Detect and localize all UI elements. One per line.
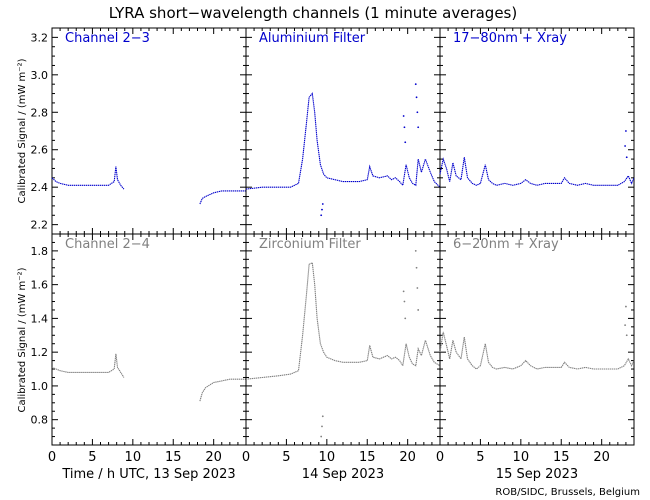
data-point bbox=[624, 324, 627, 327]
credit-text: ROB/SIDC, Brussels, Belgium bbox=[495, 487, 640, 498]
data-point bbox=[320, 435, 323, 438]
y-tick-label: 2.4 bbox=[31, 181, 49, 194]
panel-title: Channel 2−3 bbox=[65, 31, 150, 46]
panel-layer: Channel 2−3 2.2 2.4 2.6 2.8 3.0 3.2 Aluminium F… bbox=[31, 27, 635, 465]
x-tick-label: 5 bbox=[282, 450, 290, 465]
x-tick-label: 0 bbox=[48, 450, 56, 465]
x-tick-label: 20 bbox=[593, 450, 610, 465]
panel-title: 6−20nm + Xray bbox=[453, 237, 559, 252]
panel-frame bbox=[51, 27, 247, 235]
panel-title: 17−80nm + Xray bbox=[453, 31, 567, 46]
data-point bbox=[624, 145, 627, 147]
data-point bbox=[403, 126, 406, 129]
data-point bbox=[417, 126, 420, 129]
data-point bbox=[417, 309, 420, 311]
data-point bbox=[321, 203, 324, 205]
series-line bbox=[245, 92, 441, 190]
data-point bbox=[321, 415, 324, 418]
x-tick-label: 15 bbox=[553, 450, 570, 465]
x-tick-label: 0 bbox=[242, 450, 250, 465]
y-tick-label: 2.2 bbox=[31, 219, 49, 232]
data-point bbox=[403, 300, 406, 303]
data-point bbox=[320, 214, 323, 217]
x-tick-label: 20 bbox=[399, 450, 416, 465]
data-point bbox=[402, 290, 405, 293]
y-tick-label: 2.8 bbox=[31, 106, 49, 119]
y-tick-label: 1.4 bbox=[31, 312, 49, 325]
data-point bbox=[321, 425, 323, 428]
data-point bbox=[404, 141, 407, 144]
data-point bbox=[416, 111, 419, 114]
x-tick-label: 5 bbox=[88, 450, 96, 465]
x-tick-label: 10 bbox=[513, 450, 530, 465]
y-tick-label: 1.2 bbox=[31, 346, 49, 359]
y-tick-label: 0.8 bbox=[31, 414, 49, 427]
data-point bbox=[625, 305, 627, 308]
panel-0-1: Aluminium Filter bbox=[245, 27, 441, 235]
series-line bbox=[199, 190, 246, 205]
data-point bbox=[402, 115, 405, 117]
panel-1-1: Zirconium Filter 0 5 10 15 20 bbox=[242, 233, 441, 465]
y-tick-label: 2.6 bbox=[31, 144, 49, 157]
x-tick-label: 15 bbox=[165, 450, 182, 465]
chart-title: LYRA short−wavelength channels (1 minute… bbox=[109, 4, 517, 22]
panel-1-0: Channel 2−4 0.8 1.0 1.2 1.4 1.6 1.8 0 5 10 15 20 bbox=[31, 233, 247, 465]
panel-frame bbox=[51, 233, 247, 446]
y-tick-label: 1.8 bbox=[31, 245, 49, 258]
y-tick-label: 3.2 bbox=[31, 31, 49, 44]
series-line bbox=[439, 331, 635, 370]
panel-title: Channel 2−4 bbox=[65, 237, 150, 252]
y-tick-label: 1.0 bbox=[31, 380, 49, 393]
y-axis-label-bottom: Calibrated Signal / (mW m⁻²) bbox=[17, 267, 28, 412]
series-line bbox=[51, 166, 125, 190]
x-tick-label: 10 bbox=[319, 450, 336, 465]
x-tick-label: 20 bbox=[205, 450, 222, 465]
y-axis-label-top: Calibrated Signal / (mW m⁻²) bbox=[17, 58, 28, 203]
data-point bbox=[414, 83, 417, 86]
y-tick-label: 3.0 bbox=[31, 69, 49, 82]
data-point bbox=[415, 96, 418, 99]
data-point bbox=[404, 317, 407, 320]
series-line bbox=[245, 261, 441, 380]
series-line bbox=[199, 378, 246, 402]
x-tick-label: 10 bbox=[125, 450, 142, 465]
data-point bbox=[321, 208, 323, 211]
data-point bbox=[625, 334, 628, 337]
x-tick-label: 0 bbox=[436, 450, 444, 465]
data-point bbox=[415, 266, 418, 269]
panel-0-2: 17−80nm + Xray bbox=[439, 27, 635, 235]
panel-1-2: 6−20nm + Xray 0 5 10 15 20 bbox=[436, 233, 635, 465]
panel-0-0: Channel 2−3 2.2 2.4 2.6 2.8 3.0 3.2 bbox=[31, 27, 247, 235]
x-tick-label: 15 bbox=[359, 450, 376, 465]
data-point bbox=[414, 249, 417, 252]
panel-frame bbox=[439, 233, 635, 446]
panel-frame bbox=[439, 27, 635, 235]
data-point bbox=[625, 130, 627, 132]
panel-title: Zirconium Filter bbox=[259, 237, 361, 252]
x-tick-label: 5 bbox=[476, 450, 484, 465]
panel-frame bbox=[245, 27, 441, 235]
day-label-1: Time / h UTC, 13 Sep 2023 bbox=[61, 467, 235, 482]
panel-frame bbox=[245, 233, 441, 446]
series-line bbox=[51, 353, 125, 378]
y-tick-label: 1.6 bbox=[31, 279, 49, 292]
day-label-2: 14 Sep 2023 bbox=[302, 467, 384, 482]
panel-title: Aluminium Filter bbox=[259, 31, 366, 46]
data-point bbox=[416, 287, 419, 289]
day-label-3: 15 Sep 2023 bbox=[496, 467, 578, 482]
data-point bbox=[625, 156, 628, 159]
series-line bbox=[439, 157, 635, 186]
